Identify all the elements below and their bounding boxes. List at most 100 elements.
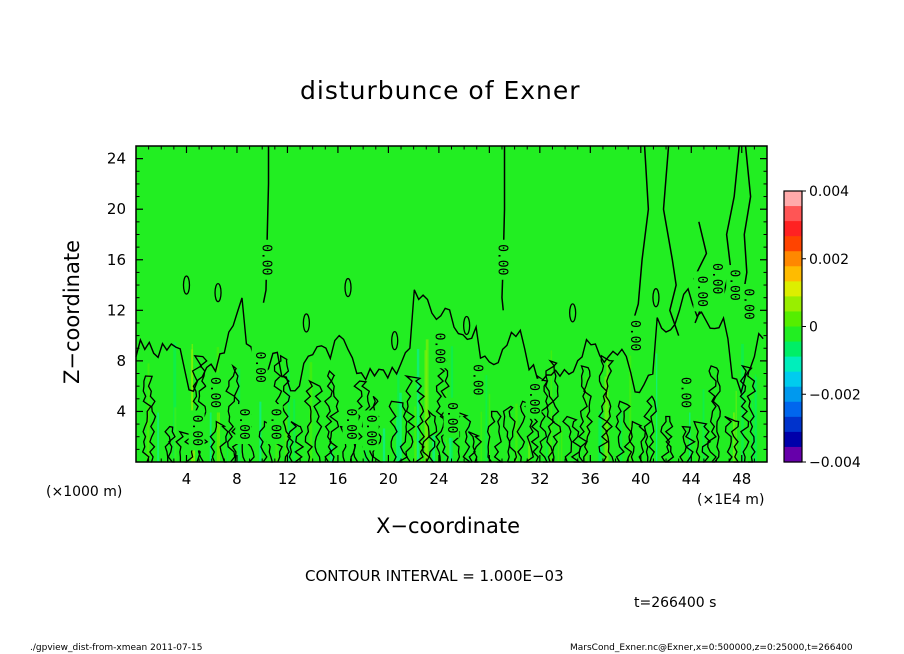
contour-label: 0.00 <box>469 364 484 395</box>
colorbar-segment <box>784 206 802 222</box>
colorbar-segment <box>784 221 802 237</box>
field-streak <box>548 440 551 462</box>
contour-loop <box>652 288 660 308</box>
field-streak <box>424 350 427 462</box>
contour-loop <box>569 303 577 323</box>
contour-label-bg <box>693 271 710 312</box>
field-streak <box>557 417 560 462</box>
x-tick-label: 4 <box>182 470 192 488</box>
footer-script-name: ./gpview_dist-from-xmean 2011-07-15 <box>30 643 203 653</box>
contour-label-bg <box>443 397 460 438</box>
contour-loop <box>214 282 222 303</box>
field-streak <box>546 433 548 462</box>
field-streak <box>629 345 632 462</box>
contour-line <box>287 421 305 463</box>
x-axis-unit-right: (×1E4 m) <box>697 492 765 508</box>
colorbar-segment <box>784 416 802 433</box>
contour-loop <box>182 275 191 295</box>
field-streak <box>382 428 386 462</box>
contour-label: 0.00 <box>258 244 273 275</box>
contour-label-bg <box>206 372 223 413</box>
field-streak <box>702 389 705 462</box>
colorbar-segment <box>784 356 802 373</box>
field-streak <box>425 339 429 462</box>
contour-label-bg <box>626 315 643 356</box>
contour-label-bg <box>342 404 359 445</box>
field-streak <box>173 342 177 462</box>
y-tick-label: 24 <box>107 150 126 168</box>
field-streak <box>293 398 296 462</box>
contour-label: 0.00 <box>252 352 267 383</box>
contour-line <box>693 420 712 463</box>
field-streak <box>193 441 195 462</box>
field-streak <box>741 343 744 462</box>
field-streak <box>174 407 177 462</box>
colorbar-segment <box>784 281 802 297</box>
colorbar-tick-label: −0.002 <box>809 387 861 403</box>
contour-line <box>421 409 438 463</box>
x-tick-label: 16 <box>328 470 347 488</box>
contour-line <box>502 405 518 463</box>
contour-loop <box>391 331 399 351</box>
contour-line <box>209 420 229 463</box>
field-streak <box>288 364 290 462</box>
colorbar-tick-label: 0 <box>809 320 818 336</box>
contour-label-bg <box>726 265 743 306</box>
contour-lines <box>135 145 764 463</box>
field-streak <box>157 412 159 462</box>
contour-line <box>741 145 752 305</box>
contour-label-bg <box>676 372 693 413</box>
contour-line <box>615 400 633 463</box>
colorbar-tick-label: 0.002 <box>809 252 849 268</box>
contour-label-bg <box>708 258 725 299</box>
contour-line <box>225 363 242 463</box>
field-streak <box>751 398 754 462</box>
field-streak <box>364 440 368 462</box>
contour-label-bg <box>251 347 268 388</box>
field-streak <box>488 393 491 462</box>
field-streak <box>620 409 622 462</box>
contour-label-bg <box>740 284 757 324</box>
field-streak <box>550 350 553 462</box>
x-tick-label: 32 <box>530 470 549 488</box>
contour-line <box>388 400 409 463</box>
colorbar-segment <box>784 326 802 343</box>
contour-label: 0.00 <box>526 383 541 414</box>
contour-label: 0.00 <box>267 408 282 439</box>
x-tick-label: 12 <box>278 470 297 488</box>
x-axis-ticks: 4 8 12 16 20 24 28 32 36 40 44 48 <box>148 146 755 488</box>
field-streak <box>468 413 470 462</box>
contour-line <box>164 425 176 463</box>
contour-line <box>530 374 549 463</box>
field-streak <box>599 410 603 462</box>
colorbar-tick-label: −0.004 <box>809 455 861 471</box>
contour-line <box>135 287 764 395</box>
contour-line <box>262 146 270 303</box>
field-streak <box>696 419 698 462</box>
x-tick-label: 48 <box>732 470 751 488</box>
contour-line <box>629 420 646 463</box>
contour-line <box>598 354 615 463</box>
y-axis-label: Z−coordinate <box>60 240 84 384</box>
field-streak <box>226 430 228 462</box>
contour-line <box>662 145 680 336</box>
contour-label-bg <box>525 378 542 419</box>
field-streak <box>147 363 150 462</box>
contour-interval-text: CONTOUR INTERVAL = 1.000E−03 <box>305 567 564 585</box>
colorbar: 0.004 0.002 0 −0.002 −0.004 <box>783 184 861 471</box>
y-tick-label: 16 <box>107 251 126 269</box>
contour-label: 0.00 <box>741 288 756 319</box>
field-streak <box>444 442 446 462</box>
field-streak <box>284 415 288 462</box>
footer-data-source: MarsCond_Exner.nc@Exner,x=0:500000,z=0:2… <box>570 643 853 653</box>
field-streak <box>604 376 607 462</box>
field-streak <box>560 430 563 462</box>
y-tick-label: 12 <box>107 301 126 319</box>
contour-line <box>707 365 721 463</box>
contour-label: 0.00 <box>431 333 446 364</box>
colorbar-segment <box>784 296 802 313</box>
field-streak <box>397 371 400 462</box>
field-streak <box>399 392 402 462</box>
x-axis-label: X−coordinate <box>376 514 520 538</box>
contour-label: 0.00 <box>207 377 222 408</box>
